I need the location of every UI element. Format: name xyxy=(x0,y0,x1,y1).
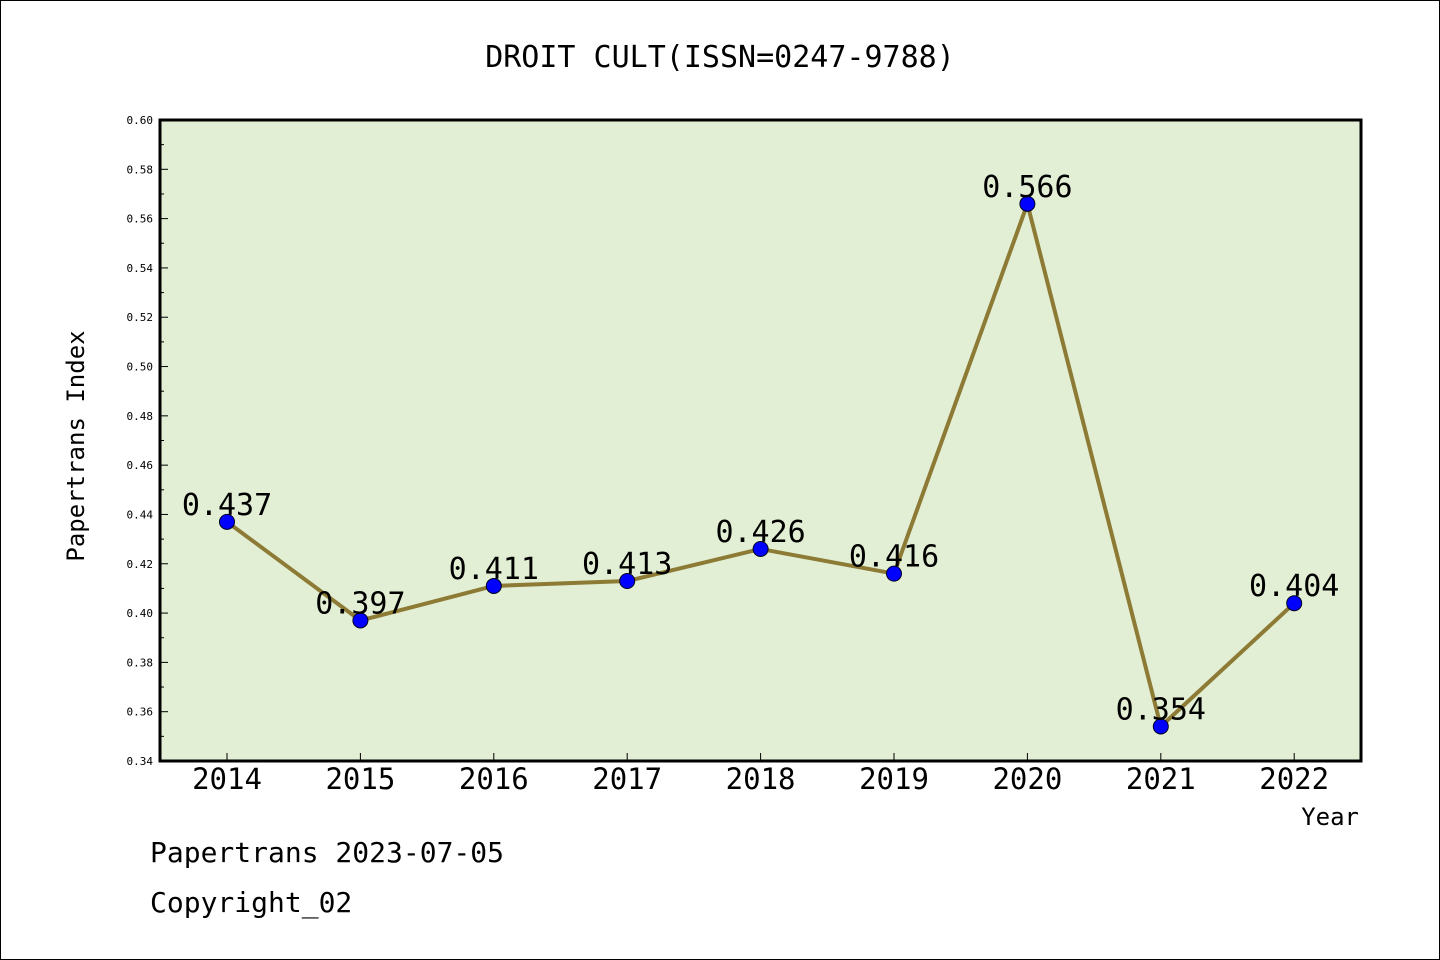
y-axis-label: Papertrans Index xyxy=(62,330,90,561)
data-label: 0.411 xyxy=(449,552,539,587)
data-point xyxy=(1019,195,1036,212)
data-label-group: 0.437 0.397 0.411 0.413 0.426 0.416 0.566 0.354… xyxy=(182,170,1340,728)
data-point xyxy=(1152,718,1169,735)
data-label: 0.404 xyxy=(1249,569,1339,604)
x-axis: 2014 2015 2016 2017 2018 2019 2020 2021 2022 xyxy=(192,753,1329,796)
x-tick-label: 2022 xyxy=(1259,762,1329,796)
y-tick-label: 0.58 xyxy=(127,163,154,176)
data-label: 0.397 xyxy=(315,586,405,621)
y-tick-label: 0.42 xyxy=(127,558,154,571)
y-tick-label: 0.54 xyxy=(127,262,154,275)
data-point xyxy=(352,612,369,629)
data-point xyxy=(1286,595,1303,612)
data-label: 0.413 xyxy=(582,547,672,582)
y-axis: 0.34 0.36 0.38 0.40 0.42 0.44 0.46 0.48 0.50 0.52… xyxy=(127,114,168,768)
y-tick-label: 0.50 xyxy=(127,361,154,374)
chart-title: DROIT CULT(ISSN=0247-9788) xyxy=(485,40,955,75)
y-tick-label: 0.52 xyxy=(127,311,154,324)
x-tick-label: 2017 xyxy=(592,762,662,796)
y-tick-label: 0.44 xyxy=(127,508,154,521)
y-tick-label: 0.46 xyxy=(127,459,154,472)
data-label: 0.416 xyxy=(849,540,939,575)
y-tick-label: 0.36 xyxy=(127,706,154,719)
y-tick-label: 0.56 xyxy=(127,213,154,226)
x-tick-label: 2015 xyxy=(325,762,395,796)
x-axis-label: Year xyxy=(1301,803,1359,831)
y-tick-label: 0.34 xyxy=(127,755,154,768)
x-tick-label: 2019 xyxy=(859,762,929,796)
data-point xyxy=(886,565,902,582)
y-tick-label: 0.60 xyxy=(127,114,154,127)
x-tick-label: 2018 xyxy=(726,762,796,796)
y-tick-label: 0.40 xyxy=(127,607,154,620)
data-label: 0.566 xyxy=(982,170,1072,205)
data-point xyxy=(619,573,636,590)
plot-area xyxy=(158,118,1363,763)
x-tick-label: 2016 xyxy=(459,762,529,796)
data-label: 0.354 xyxy=(1116,692,1206,727)
footer-date: Papertrans 2023-07-05 xyxy=(150,836,505,869)
data-point xyxy=(752,540,769,557)
series-line-group xyxy=(219,195,1303,735)
data-point xyxy=(485,577,502,594)
data-label: 0.426 xyxy=(715,515,805,550)
x-tick-label: 2021 xyxy=(1126,762,1196,796)
y-tick-label: 0.48 xyxy=(127,410,154,423)
footer-copyright: Copyright_02 xyxy=(150,886,353,919)
x-tick-label: 2014 xyxy=(192,762,262,796)
data-label: 0.437 xyxy=(182,488,272,523)
x-tick-label: 2020 xyxy=(992,762,1062,796)
y-tick-label: 0.38 xyxy=(127,656,154,669)
data-point xyxy=(219,513,235,530)
